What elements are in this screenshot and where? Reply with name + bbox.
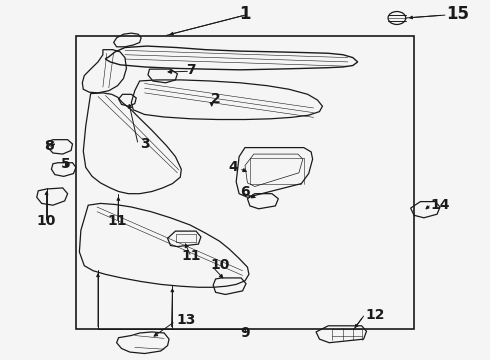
Text: 3: 3 (140, 137, 149, 151)
Text: 4: 4 (228, 161, 238, 174)
Text: 14: 14 (430, 198, 450, 212)
Text: 9: 9 (240, 326, 250, 340)
Text: 11: 11 (108, 215, 127, 228)
Text: 15: 15 (446, 5, 469, 23)
Text: 10: 10 (211, 258, 230, 271)
Text: 7: 7 (186, 63, 196, 77)
Text: 12: 12 (365, 308, 385, 322)
Text: 1: 1 (239, 5, 251, 23)
Text: 13: 13 (176, 314, 196, 327)
Text: 11: 11 (181, 249, 201, 262)
Bar (76, 36, 414, 329)
Text: 2: 2 (211, 92, 220, 106)
Text: 5: 5 (61, 157, 71, 171)
Text: 6: 6 (240, 185, 250, 198)
Text: 10: 10 (37, 215, 56, 228)
Text: 8: 8 (44, 139, 54, 153)
